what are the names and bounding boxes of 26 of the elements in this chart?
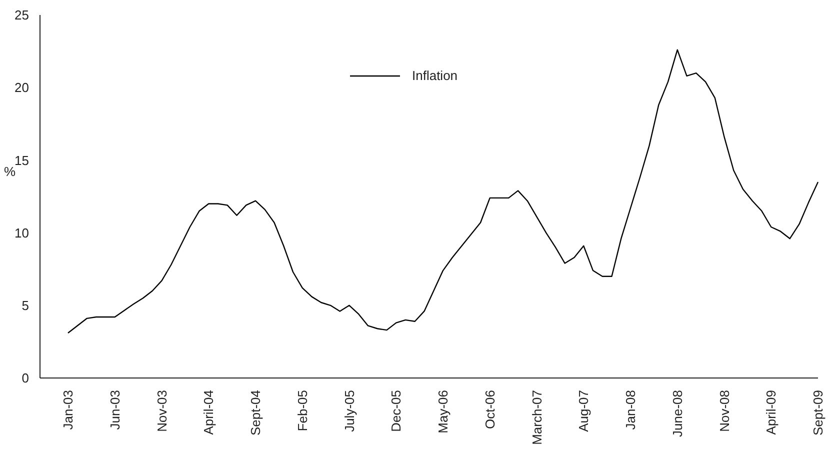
x-tick-label: Sept-09 — [810, 390, 826, 436]
x-tick-label: June-08 — [670, 390, 685, 437]
x-tick-label: Aug-07 — [576, 390, 592, 432]
y-tick-label: 0 — [22, 370, 29, 386]
x-tick-label: April-09 — [764, 390, 779, 435]
x-tick-label: Nov-03 — [154, 390, 170, 432]
x-tick-label: Nov-08 — [716, 390, 732, 432]
y-axis-title: % — [4, 164, 16, 180]
x-tick-label: March-07 — [529, 390, 544, 445]
x-tick-label: July-05 — [342, 390, 357, 432]
x-tick-label: May-06 — [436, 390, 450, 434]
x-tick-label: Feb-05 — [294, 390, 310, 432]
y-tick-label: 10 — [14, 225, 29, 240]
y-tick-label: 5 — [22, 298, 29, 314]
legend-label: Inflation — [412, 68, 458, 83]
x-tick-label: Dec-05 — [388, 390, 404, 432]
line-series — [67, 49, 819, 334]
y-tick-label: 25 — [14, 8, 29, 23]
y-tick-label: 20 — [14, 80, 29, 96]
x-tick-label: Jun-03 — [107, 390, 122, 430]
x-tick-label: Sept-04 — [248, 390, 263, 436]
x-tick-label: Jan-08 — [623, 390, 638, 430]
x-tick-label: Jan-03 — [60, 390, 76, 430]
x-tick-label: April-04 — [201, 390, 216, 435]
y-tick-label: 15 — [14, 152, 29, 168]
x-tick-label: Oct-06 — [482, 390, 498, 430]
